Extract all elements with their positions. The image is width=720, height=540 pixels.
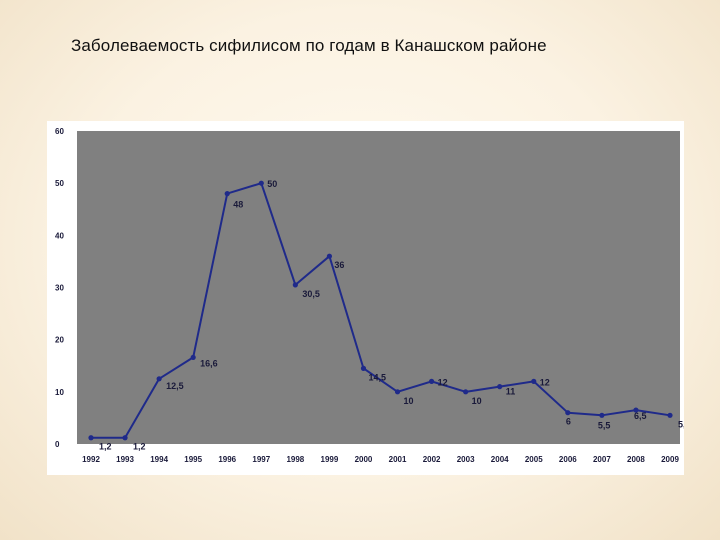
data-label: 5,5 bbox=[678, 419, 684, 429]
data-point bbox=[326, 253, 333, 259]
x-tick-label: 2007 bbox=[593, 455, 611, 464]
y-tick-label: 10 bbox=[55, 388, 64, 397]
data-point bbox=[88, 435, 94, 441]
x-tick-label: 2008 bbox=[627, 455, 645, 464]
data-label: 50 bbox=[267, 179, 277, 189]
data-label: 6 bbox=[566, 417, 571, 427]
x-tick-label: 1998 bbox=[286, 455, 304, 464]
data-point bbox=[633, 407, 639, 413]
series-line bbox=[91, 182, 671, 439]
line-chart: 0 10 20 30 40 50 60 1992 1993 1994 1995 1996 1997 199… bbox=[55, 127, 684, 464]
y-tick-label: 50 bbox=[55, 179, 64, 188]
chart-frame: 0 10 20 30 40 50 60 1992 1993 1994 1995 1996 1997 199… bbox=[47, 121, 684, 475]
data-point bbox=[190, 354, 196, 361]
x-tick-label: 2006 bbox=[559, 455, 577, 464]
x-tick-label: 1993 bbox=[116, 455, 134, 464]
data-label: 12 bbox=[540, 377, 550, 387]
y-tick-label: 20 bbox=[55, 336, 64, 345]
x-tick-label: 1995 bbox=[184, 455, 202, 464]
x-tick-label: 2001 bbox=[389, 455, 407, 464]
data-point bbox=[599, 412, 605, 418]
data-point bbox=[156, 376, 162, 382]
data-label: 30,5 bbox=[302, 289, 320, 299]
data-label: 14,5 bbox=[368, 372, 386, 382]
x-tick-label: 1997 bbox=[252, 455, 270, 464]
data-label: 5,5 bbox=[598, 420, 611, 430]
data-point bbox=[497, 384, 503, 390]
data-point bbox=[122, 435, 128, 441]
data-label: 6,5 bbox=[634, 411, 647, 421]
data-label: 1,2 bbox=[99, 442, 112, 452]
data-label: 12 bbox=[438, 377, 448, 387]
x-tick-label: 2002 bbox=[423, 455, 441, 464]
data-point bbox=[565, 410, 571, 416]
y-tick-label: 40 bbox=[55, 231, 64, 240]
data-point bbox=[394, 389, 401, 395]
data-label: 10 bbox=[404, 396, 414, 406]
x-tick-label: 2005 bbox=[525, 455, 543, 464]
data-label: 10 bbox=[472, 396, 482, 406]
plot-area bbox=[77, 131, 680, 444]
data-point bbox=[292, 282, 298, 288]
x-tick-label: 2000 bbox=[355, 455, 373, 464]
data-label: 48 bbox=[233, 200, 243, 210]
data-label: 11 bbox=[506, 387, 516, 397]
y-tick-label: 60 bbox=[55, 127, 64, 136]
data-point bbox=[531, 378, 537, 384]
data-label: 36 bbox=[334, 260, 344, 270]
slide-title: Заболеваемость сифилисом по годам в Кана… bbox=[71, 36, 547, 55]
x-tick-label: 1999 bbox=[321, 455, 339, 464]
x-tick-label: 1994 bbox=[150, 455, 168, 464]
x-tick-label: 2009 bbox=[661, 455, 679, 464]
data-label: 1,2 bbox=[133, 442, 146, 452]
x-tick-label: 2003 bbox=[457, 455, 475, 464]
data-point bbox=[428, 378, 435, 384]
data-point bbox=[224, 191, 230, 197]
data-label: 16,6 bbox=[200, 358, 218, 368]
x-tick-label: 1992 bbox=[82, 455, 100, 464]
data-point bbox=[258, 180, 264, 186]
y-tick-label: 0 bbox=[55, 440, 60, 449]
data-point bbox=[463, 389, 469, 395]
y-tick-label: 30 bbox=[55, 284, 64, 293]
data-label: 12,5 bbox=[166, 381, 184, 391]
x-tick-label: 2004 bbox=[491, 455, 509, 464]
data-point bbox=[360, 365, 367, 371]
data-point bbox=[667, 412, 673, 418]
x-tick-label: 1996 bbox=[218, 455, 236, 464]
